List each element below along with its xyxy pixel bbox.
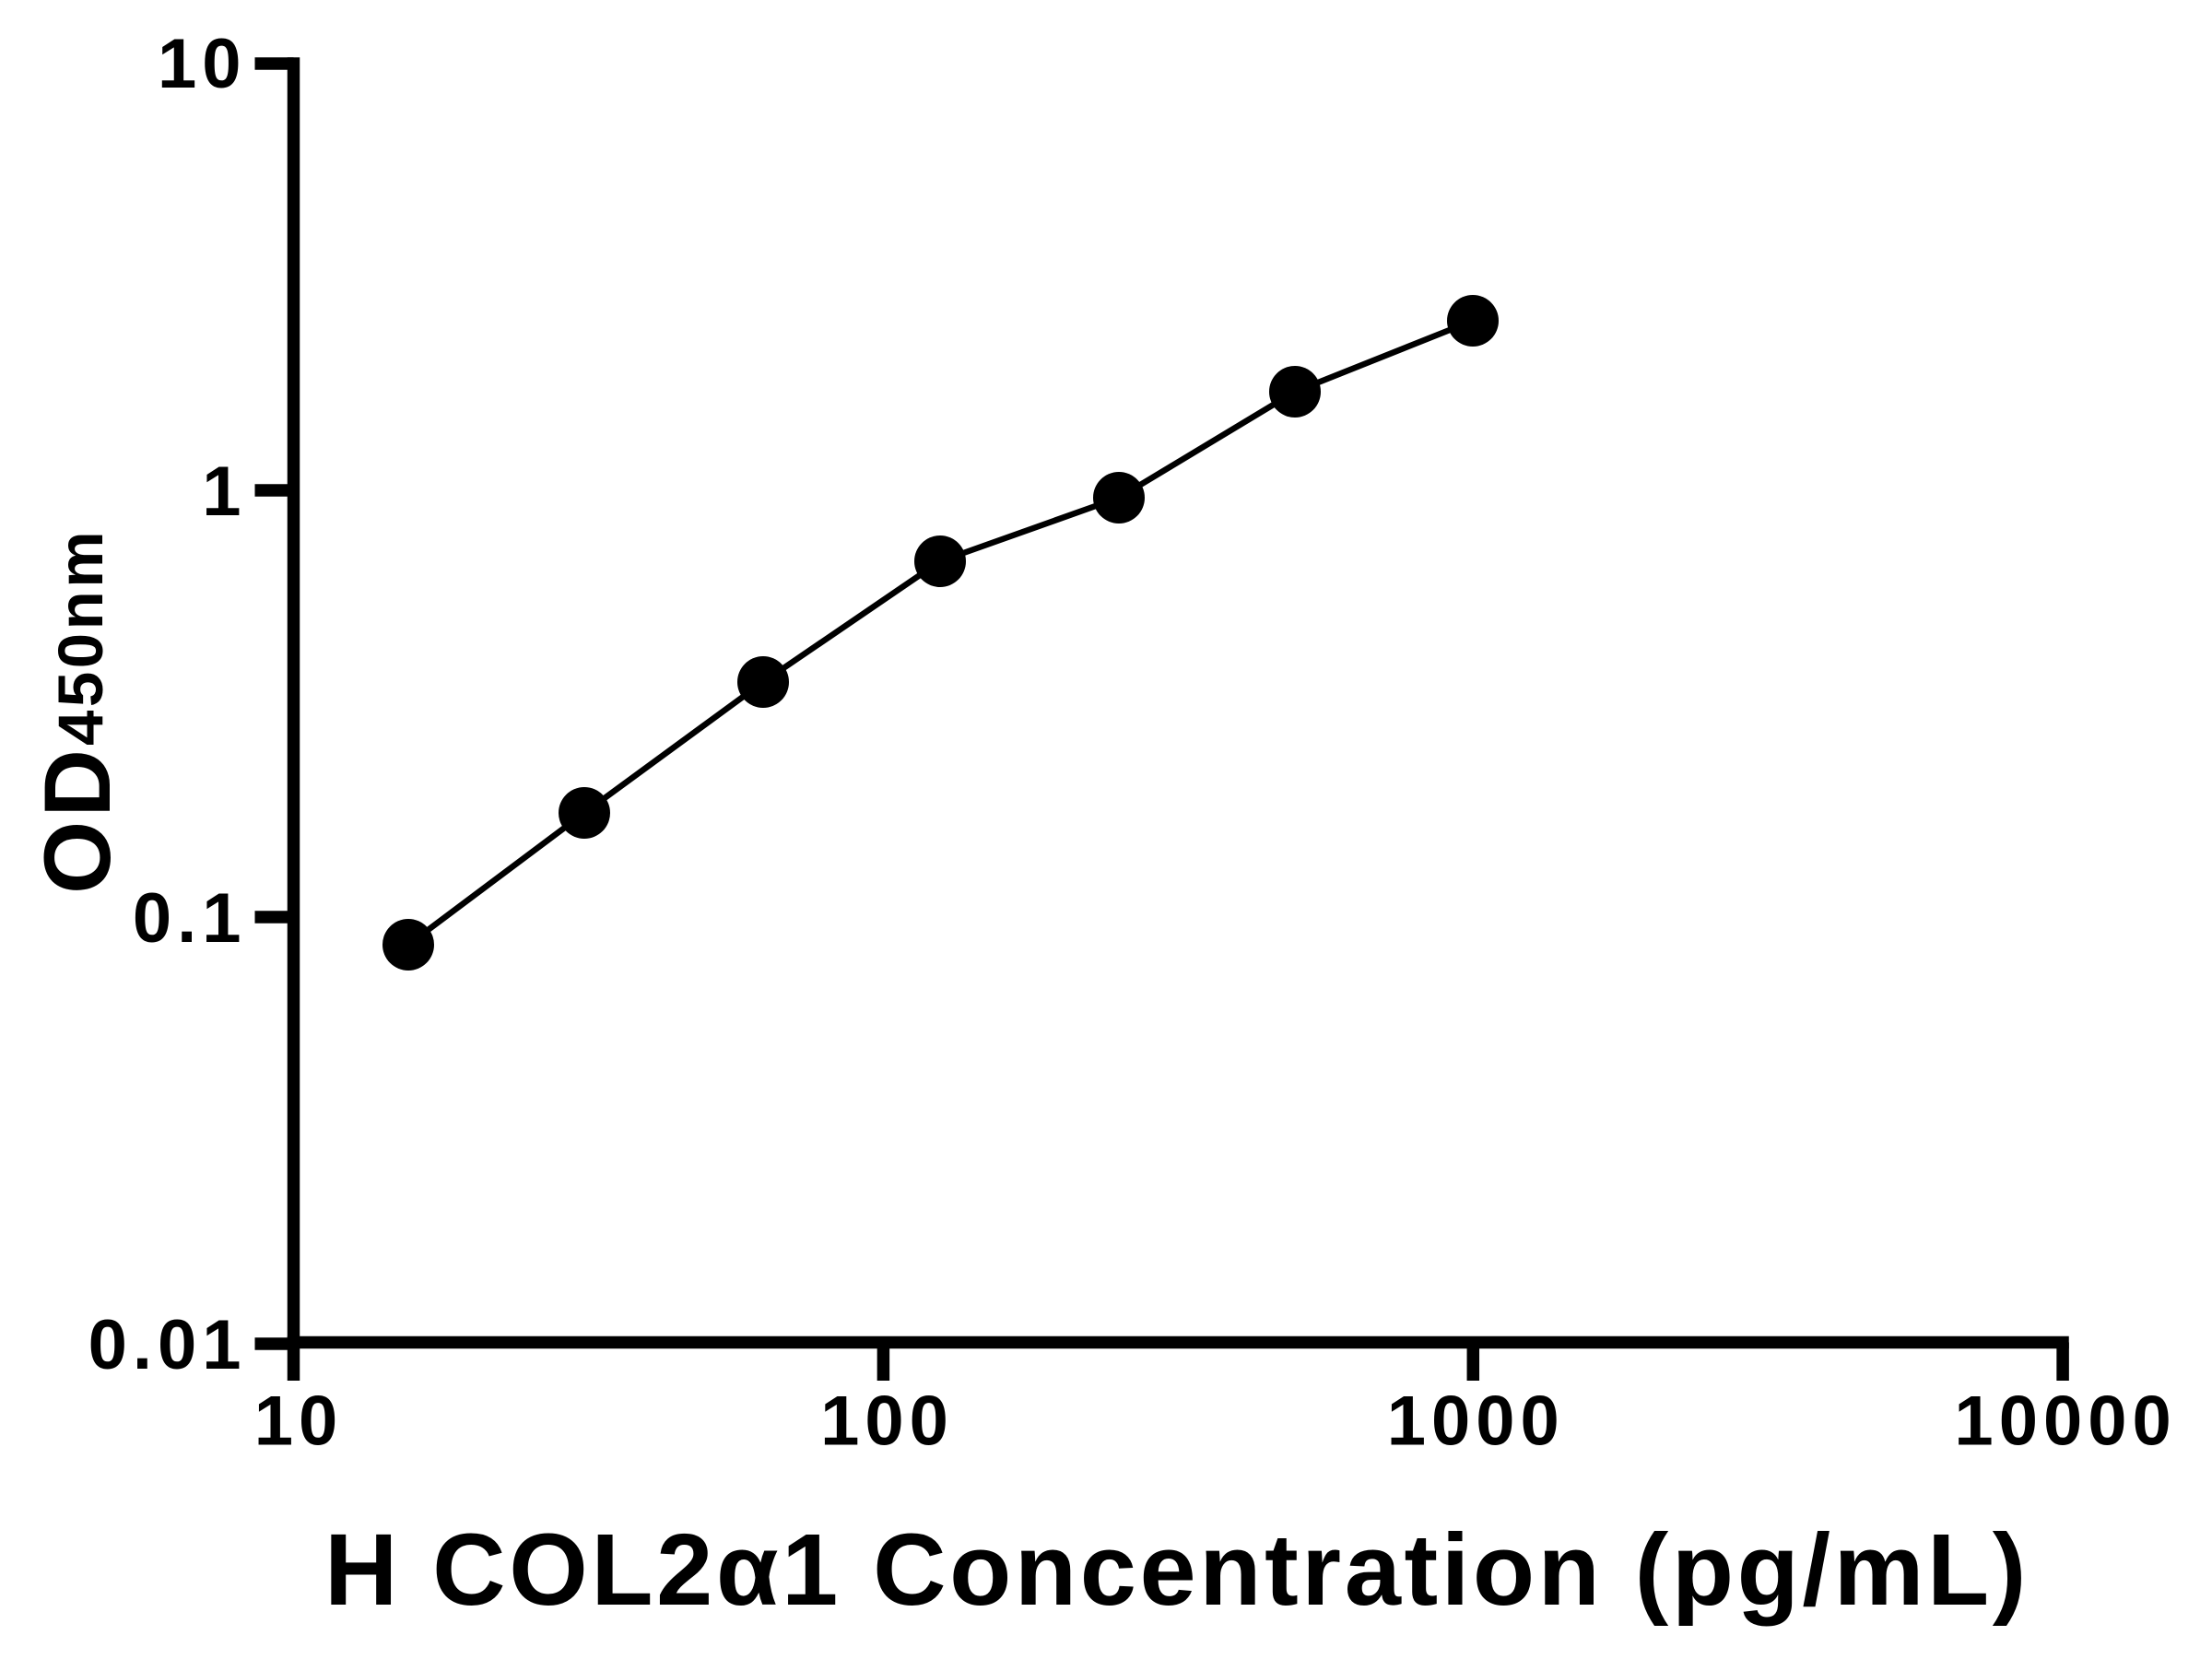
svg-text:H COL2α1 Concentration (pg/mL): H COL2α1 Concentration (pg/mL) [324,1513,2030,1627]
svg-text:1: 1 [202,453,246,531]
svg-text:0.01: 0.01 [88,1306,247,1384]
svg-text:450nm: 450nm [45,528,116,746]
svg-text:0.1: 0.1 [133,879,247,958]
svg-text:10000: 10000 [1954,1382,2176,1461]
svg-text:10: 10 [158,25,247,103]
svg-text:OD: OD [25,746,130,894]
svg-text:10: 10 [254,1382,344,1461]
svg-text:100: 100 [820,1382,954,1461]
svg-text:1000: 1000 [1387,1382,1565,1461]
